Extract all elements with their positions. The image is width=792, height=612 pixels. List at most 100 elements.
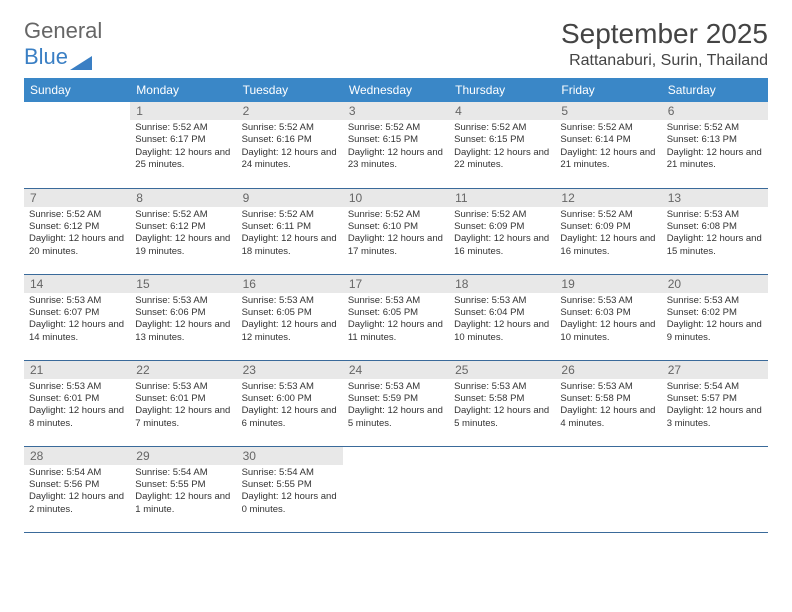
day-number: 12 (555, 189, 661, 207)
day-number: 27 (662, 361, 768, 379)
calendar-week-row: 1Sunrise: 5:52 AMSunset: 6:17 PMDaylight… (24, 102, 768, 188)
calendar-day-cell: 1Sunrise: 5:52 AMSunset: 6:17 PMDaylight… (130, 102, 236, 188)
calendar-week-row: 28Sunrise: 5:54 AMSunset: 5:56 PMDayligh… (24, 446, 768, 532)
day-details: Sunrise: 5:53 AMSunset: 6:00 PMDaylight:… (237, 379, 343, 434)
calendar-day-cell: 18Sunrise: 5:53 AMSunset: 6:04 PMDayligh… (449, 274, 555, 360)
day-number: 17 (343, 275, 449, 293)
month-title: September 2025 (561, 18, 768, 50)
logo-text: General Blue (24, 18, 102, 70)
day-details: Sunrise: 5:54 AMSunset: 5:56 PMDaylight:… (24, 465, 130, 520)
day-details: Sunrise: 5:54 AMSunset: 5:57 PMDaylight:… (662, 379, 768, 434)
weekday-header: Sunday (24, 78, 130, 102)
calendar-empty-cell (343, 446, 449, 532)
day-details: Sunrise: 5:52 AMSunset: 6:10 PMDaylight:… (343, 207, 449, 262)
day-details: Sunrise: 5:52 AMSunset: 6:17 PMDaylight:… (130, 120, 236, 175)
day-details: Sunrise: 5:53 AMSunset: 5:58 PMDaylight:… (449, 379, 555, 434)
calendar-week-row: 21Sunrise: 5:53 AMSunset: 6:01 PMDayligh… (24, 360, 768, 446)
calendar-empty-cell (449, 446, 555, 532)
day-details: Sunrise: 5:53 AMSunset: 6:03 PMDaylight:… (555, 293, 661, 348)
calendar-day-cell: 19Sunrise: 5:53 AMSunset: 6:03 PMDayligh… (555, 274, 661, 360)
logo-text-general: General (24, 18, 102, 43)
day-number: 24 (343, 361, 449, 379)
day-number: 16 (237, 275, 343, 293)
calendar-day-cell: 22Sunrise: 5:53 AMSunset: 6:01 PMDayligh… (130, 360, 236, 446)
day-details: Sunrise: 5:53 AMSunset: 6:07 PMDaylight:… (24, 293, 130, 348)
day-details: Sunrise: 5:52 AMSunset: 6:09 PMDaylight:… (449, 207, 555, 262)
day-details: Sunrise: 5:52 AMSunset: 6:15 PMDaylight:… (343, 120, 449, 175)
location: Rattanaburi, Surin, Thailand (561, 52, 768, 70)
day-number: 9 (237, 189, 343, 207)
calendar-empty-cell (555, 446, 661, 532)
calendar-day-cell: 24Sunrise: 5:53 AMSunset: 5:59 PMDayligh… (343, 360, 449, 446)
calendar-day-cell: 10Sunrise: 5:52 AMSunset: 6:10 PMDayligh… (343, 188, 449, 274)
day-details: Sunrise: 5:54 AMSunset: 5:55 PMDaylight:… (130, 465, 236, 520)
calendar-day-cell: 8Sunrise: 5:52 AMSunset: 6:12 PMDaylight… (130, 188, 236, 274)
day-number: 23 (237, 361, 343, 379)
weekday-row: SundayMondayTuesdayWednesdayThursdayFrid… (24, 78, 768, 102)
day-number: 8 (130, 189, 236, 207)
day-details: Sunrise: 5:52 AMSunset: 6:12 PMDaylight:… (130, 207, 236, 262)
calendar-day-cell: 6Sunrise: 5:52 AMSunset: 6:13 PMDaylight… (662, 102, 768, 188)
day-details: Sunrise: 5:53 AMSunset: 5:59 PMDaylight:… (343, 379, 449, 434)
day-details: Sunrise: 5:53 AMSunset: 6:06 PMDaylight:… (130, 293, 236, 348)
day-details: Sunrise: 5:52 AMSunset: 6:13 PMDaylight:… (662, 120, 768, 175)
calendar-day-cell: 14Sunrise: 5:53 AMSunset: 6:07 PMDayligh… (24, 274, 130, 360)
day-details: Sunrise: 5:53 AMSunset: 6:04 PMDaylight:… (449, 293, 555, 348)
day-details: Sunrise: 5:52 AMSunset: 6:16 PMDaylight:… (237, 120, 343, 175)
calendar-empty-cell (24, 102, 130, 188)
day-details: Sunrise: 5:52 AMSunset: 6:09 PMDaylight:… (555, 207, 661, 262)
weekday-header: Monday (130, 78, 236, 102)
calendar-day-cell: 3Sunrise: 5:52 AMSunset: 6:15 PMDaylight… (343, 102, 449, 188)
calendar-day-cell: 30Sunrise: 5:54 AMSunset: 5:55 PMDayligh… (237, 446, 343, 532)
day-details: Sunrise: 5:53 AMSunset: 5:58 PMDaylight:… (555, 379, 661, 434)
day-number: 15 (130, 275, 236, 293)
day-number: 28 (24, 447, 130, 465)
calendar-day-cell: 12Sunrise: 5:52 AMSunset: 6:09 PMDayligh… (555, 188, 661, 274)
weekday-header: Thursday (449, 78, 555, 102)
calendar-table: SundayMondayTuesdayWednesdayThursdayFrid… (24, 78, 768, 533)
day-number: 25 (449, 361, 555, 379)
weekday-header: Friday (555, 78, 661, 102)
day-number: 5 (555, 102, 661, 120)
logo-text-blue: Blue (24, 44, 68, 70)
day-details: Sunrise: 5:52 AMSunset: 6:12 PMDaylight:… (24, 207, 130, 262)
calendar-day-cell: 13Sunrise: 5:53 AMSunset: 6:08 PMDayligh… (662, 188, 768, 274)
day-number: 22 (130, 361, 236, 379)
day-number: 13 (662, 189, 768, 207)
day-number: 3 (343, 102, 449, 120)
weekday-header: Wednesday (343, 78, 449, 102)
day-details: Sunrise: 5:52 AMSunset: 6:11 PMDaylight:… (237, 207, 343, 262)
weekday-header: Saturday (662, 78, 768, 102)
day-details: Sunrise: 5:53 AMSunset: 6:08 PMDaylight:… (662, 207, 768, 262)
calendar-week-row: 14Sunrise: 5:53 AMSunset: 6:07 PMDayligh… (24, 274, 768, 360)
day-number: 20 (662, 275, 768, 293)
calendar-day-cell: 16Sunrise: 5:53 AMSunset: 6:05 PMDayligh… (237, 274, 343, 360)
day-number: 19 (555, 275, 661, 293)
day-details: Sunrise: 5:53 AMSunset: 6:02 PMDaylight:… (662, 293, 768, 348)
calendar-day-cell: 2Sunrise: 5:52 AMSunset: 6:16 PMDaylight… (237, 102, 343, 188)
day-details: Sunrise: 5:53 AMSunset: 6:01 PMDaylight:… (130, 379, 236, 434)
calendar-day-cell: 9Sunrise: 5:52 AMSunset: 6:11 PMDaylight… (237, 188, 343, 274)
day-number: 29 (130, 447, 236, 465)
day-number: 11 (449, 189, 555, 207)
day-details: Sunrise: 5:53 AMSunset: 6:01 PMDaylight:… (24, 379, 130, 434)
day-number: 7 (24, 189, 130, 207)
day-number: 6 (662, 102, 768, 120)
calendar-day-cell: 27Sunrise: 5:54 AMSunset: 5:57 PMDayligh… (662, 360, 768, 446)
calendar-empty-cell (662, 446, 768, 532)
calendar-body: 1Sunrise: 5:52 AMSunset: 6:17 PMDaylight… (24, 102, 768, 532)
calendar-day-cell: 23Sunrise: 5:53 AMSunset: 6:00 PMDayligh… (237, 360, 343, 446)
day-number: 30 (237, 447, 343, 465)
calendar-day-cell: 25Sunrise: 5:53 AMSunset: 5:58 PMDayligh… (449, 360, 555, 446)
day-details: Sunrise: 5:52 AMSunset: 6:14 PMDaylight:… (555, 120, 661, 175)
title-block: September 2025 Rattanaburi, Surin, Thail… (561, 18, 768, 70)
day-number: 10 (343, 189, 449, 207)
day-number: 26 (555, 361, 661, 379)
logo: General Blue (24, 18, 102, 70)
calendar-day-cell: 15Sunrise: 5:53 AMSunset: 6:06 PMDayligh… (130, 274, 236, 360)
calendar-day-cell: 26Sunrise: 5:53 AMSunset: 5:58 PMDayligh… (555, 360, 661, 446)
calendar-day-cell: 17Sunrise: 5:53 AMSunset: 6:05 PMDayligh… (343, 274, 449, 360)
day-number: 18 (449, 275, 555, 293)
calendar-day-cell: 20Sunrise: 5:53 AMSunset: 6:02 PMDayligh… (662, 274, 768, 360)
logo-triangle-icon (70, 50, 90, 64)
